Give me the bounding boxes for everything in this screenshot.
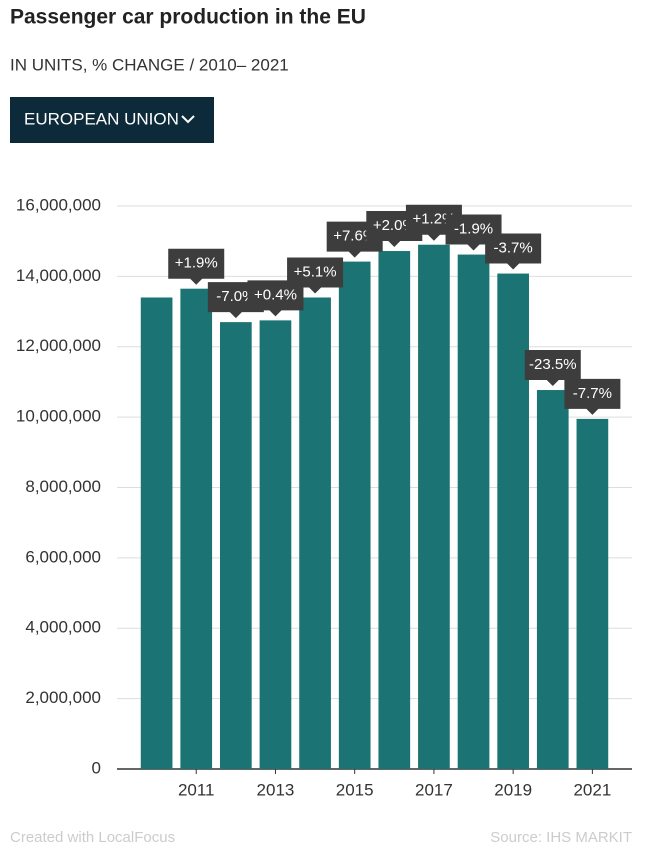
bar [418,244,450,770]
chart-title: Passenger car production in the EU [10,6,366,29]
change-label-text: +1.2% [412,211,455,228]
change-label-text: -3.7% [494,240,533,257]
change-label: -23.5% [524,350,581,387]
change-label-text: +1.9% [175,255,218,272]
bar [220,322,252,769]
change-label: +0.4% [247,280,304,317]
bar [378,251,411,770]
change-label-text: +2.0% [373,217,416,234]
change-label-text: +5.1% [294,263,337,280]
change-label-box [287,257,344,294]
x-tick-label: 2019 [494,780,532,799]
chart-subtitle: IN UNITS, % CHANGE / 2010– 2021 [10,55,289,74]
change-label-text: +7.6% [333,228,376,245]
x-tick-label: 2017 [415,780,453,799]
bar [140,297,173,769]
bar [497,273,529,769]
x-tick-label: 2013 [257,780,295,799]
bar [457,254,490,770]
change-label-box [168,248,225,285]
dropdown-chevron[interactable] [181,115,195,124]
x-tick-label: 2021 [573,780,611,799]
change-label: +1.9% [168,248,225,285]
change-label-text: +0.4% [254,286,297,303]
dropdown[interactable]: EUROPEAN UNION [10,97,214,143]
change-label-text: -7.0% [216,288,255,305]
bar [299,297,331,769]
dropdown-box[interactable] [10,97,214,143]
bar [338,261,371,769]
y-tick-label: 16,000,000 [16,195,101,214]
change-label-box [247,280,304,317]
x-tick-label: 2015 [336,780,374,799]
y-tick-label: 12,000,000 [16,336,101,355]
y-tick-label: 14,000,000 [16,266,101,285]
change-label-text: -1.9% [454,221,493,238]
change-label-box [524,350,581,387]
change-label: +5.1% [287,257,344,294]
y-tick-label: 6,000,000 [25,547,101,566]
change-label-text: -23.5% [529,356,577,373]
bar [536,390,569,769]
change-label: -3.7% [485,233,542,270]
y-tick-label: 0 [92,758,101,777]
credit: Created with LocalFocus [10,829,175,846]
source: Source: IHS MARKIT [490,829,632,846]
change-label-box [485,233,542,270]
bar [180,288,213,769]
y-tick-label: 4,000,000 [25,618,101,637]
y-tick-label: 10,000,000 [16,407,101,426]
change-label-box [564,378,621,415]
y-tick-label: 8,000,000 [25,477,101,496]
y-tick-label: 2,000,000 [25,688,101,707]
bar [576,418,609,769]
x-tick-label: 2011 [178,780,215,799]
change-label: -7.7% [564,378,621,415]
change-label-text: -7.7% [573,385,612,402]
dropdown-label[interactable]: EUROPEAN UNION [24,109,179,128]
bar [259,320,292,769]
